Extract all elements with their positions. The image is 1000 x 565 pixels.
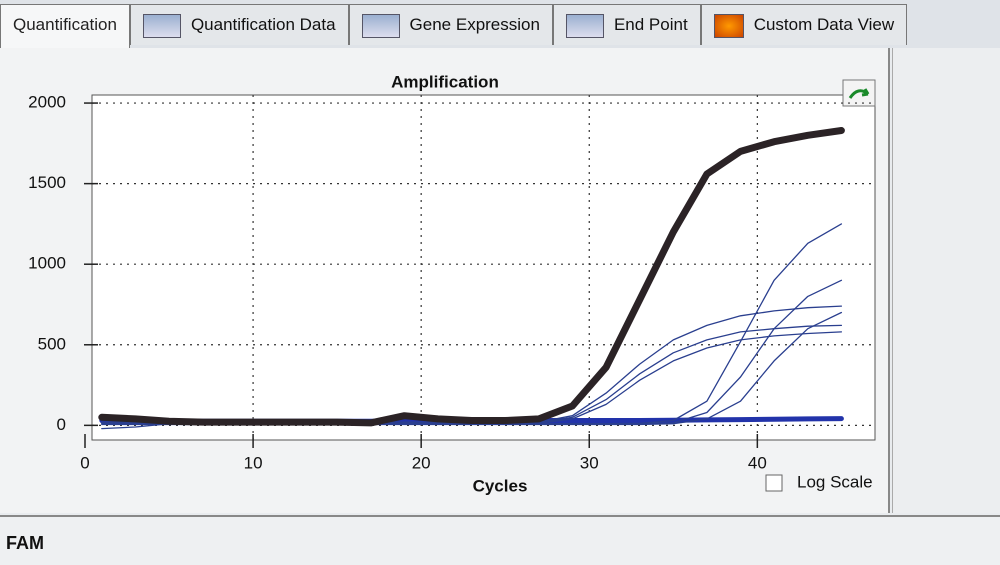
log-scale-label: Log Scale xyxy=(797,472,873,491)
x-tick-label: 20 xyxy=(412,453,431,472)
y-tick-label: 1500 xyxy=(28,173,66,192)
channel-label: FAM xyxy=(6,533,44,553)
tab[interactable]: Quantification Data xyxy=(129,4,349,45)
amplification-curve xyxy=(98,127,845,427)
tab[interactable]: Gene Expression xyxy=(348,4,553,45)
footer: FAM xyxy=(0,515,1000,565)
x-axis-label: Cycles xyxy=(473,476,528,495)
x-tick-label: 40 xyxy=(748,453,767,472)
y-tick-label: 2000 xyxy=(28,93,66,112)
y-tick-label: 1000 xyxy=(28,254,66,273)
y-tick-label: 0 xyxy=(57,415,66,434)
tab-icon xyxy=(713,13,744,38)
tab-bar: Quantification Quantification Data Gene Ex… xyxy=(0,0,1000,48)
side-panel xyxy=(892,48,1000,513)
tab-label: End Point xyxy=(613,15,688,34)
chart-title: Amplification xyxy=(391,72,499,91)
x-tick-label: 30 xyxy=(580,453,599,472)
tab-label: Quantification Data xyxy=(190,15,336,34)
tab-icon xyxy=(565,13,604,38)
tab[interactable]: End Point xyxy=(552,4,701,45)
tab[interactable]: Quantification xyxy=(0,4,130,48)
export-button[interactable] xyxy=(842,79,876,107)
log-scale-checkbox[interactable] xyxy=(765,474,783,492)
x-tick-label: 10 xyxy=(244,453,263,472)
tab-label: Custom Data View xyxy=(753,15,895,34)
x-tick-label: 0 xyxy=(80,453,89,472)
tab[interactable]: Custom Data View xyxy=(700,4,908,45)
y-tick-label: 500 xyxy=(38,334,66,353)
tab-label: Gene Expression xyxy=(409,15,540,34)
tab-icon xyxy=(361,13,400,38)
tab-icon xyxy=(142,13,181,38)
export-icon xyxy=(848,88,870,99)
